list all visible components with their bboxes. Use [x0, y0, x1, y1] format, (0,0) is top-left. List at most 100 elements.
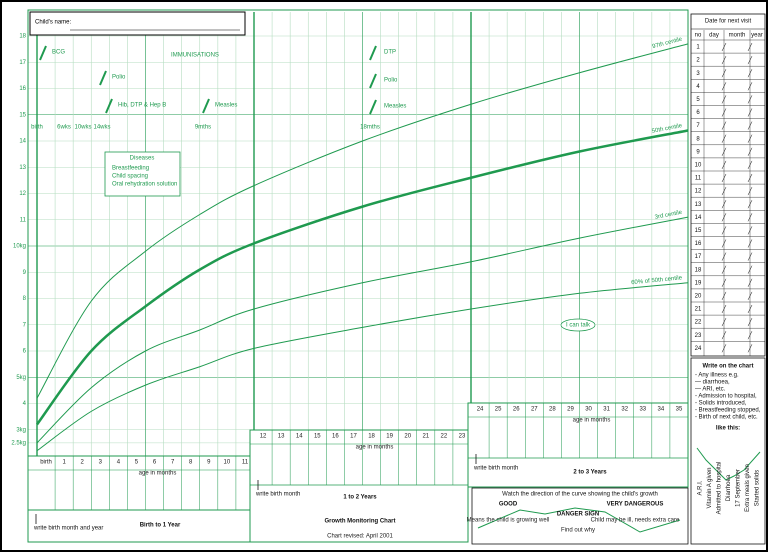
speech-text: I can talk	[566, 323, 591, 329]
example-label: like this:	[716, 426, 740, 432]
x-tick-label: 5	[135, 460, 139, 466]
x-axis-label: age in months	[573, 418, 611, 424]
y-tick-label: 10kg	[13, 244, 26, 250]
date-slash	[747, 55, 753, 65]
y-tick-label: 12	[19, 191, 26, 197]
date-slash	[747, 226, 753, 235]
date-slash	[721, 213, 727, 222]
syringe-icon	[202, 98, 210, 114]
visit-row-number: 19	[695, 280, 702, 286]
visit-row-number: 6	[696, 110, 700, 116]
date-slash	[747, 317, 753, 327]
visit-row-number: 5	[696, 97, 700, 103]
date-slash	[721, 278, 727, 287]
date-slash	[747, 69, 753, 78]
visit-row-number: 8	[696, 136, 700, 142]
write-item: — ARI, etc.	[695, 387, 726, 393]
date-slash	[747, 252, 753, 261]
visit-column: day	[709, 33, 719, 39]
visit-row-number: 12	[695, 189, 702, 195]
centile-curve	[35, 129, 689, 426]
diseases-box	[104, 151, 181, 197]
panel-title: Birth to 1 Year	[140, 523, 181, 529]
visit-title: Date for next visit	[705, 19, 752, 25]
example-note: A.R.I.	[698, 480, 704, 495]
date-slash	[721, 186, 727, 196]
visit-row-number: 24	[695, 346, 702, 352]
x-tick-label: 27	[531, 407, 538, 413]
immunisations-title: IMMUNISATIONS	[171, 53, 219, 59]
x-tick-label: 24	[477, 407, 484, 413]
visit-row-number: 20	[695, 293, 702, 299]
visit-row-number: 23	[695, 333, 702, 339]
x-tick-label: 4	[117, 460, 121, 466]
y-tick-label: 14	[19, 139, 26, 145]
x-axis-label: age in months	[356, 445, 394, 451]
direction-text: Means the child is growing well	[467, 518, 550, 524]
x-axis-label: age in months	[139, 471, 177, 477]
panel-title: 2 to 3 Years	[573, 470, 607, 476]
syringe-icon	[99, 70, 107, 86]
x-tick-label: 18	[368, 434, 375, 440]
date-slash	[721, 108, 727, 117]
title-box	[27, 509, 251, 543]
direction-text: Find out why	[561, 528, 595, 534]
panel-title: 1 to 2 Years	[343, 495, 377, 501]
speech-bubble	[560, 318, 596, 332]
date-slash	[721, 95, 727, 104]
visit-row-number: 10	[695, 162, 702, 168]
date-slash	[721, 331, 727, 340]
y-tick-label: 18	[19, 34, 26, 40]
syringe-icon	[369, 99, 377, 115]
write-item: - Admission to hospital,	[695, 394, 757, 400]
visit-row-number: 22	[695, 320, 702, 326]
x-tick-label: 20	[404, 434, 411, 440]
date-slash	[721, 55, 727, 65]
x-tick-label: 22	[441, 434, 448, 440]
visit-row-number: 14	[695, 215, 702, 221]
write-item: - Any illness e.g.	[695, 373, 739, 379]
date-slash	[747, 134, 753, 143]
example-curve	[696, 447, 761, 481]
direction-sketch	[477, 507, 681, 533]
x-tick-label: 21	[422, 434, 429, 440]
syringe-icon	[105, 98, 113, 114]
date-slash	[721, 239, 727, 248]
date-slash	[721, 160, 727, 170]
date-slash	[721, 252, 727, 261]
x-tick-label: 15	[314, 434, 321, 440]
x-tick-label: 16	[332, 434, 339, 440]
write-title: Write on the chart	[703, 364, 754, 370]
visit-row-number: 1	[696, 45, 700, 51]
y-tick-label: 2.5kg	[11, 440, 26, 446]
vaccine-age: 9mths	[195, 125, 211, 131]
example-note: 17 September	[736, 469, 742, 507]
panel-note: write birth month	[255, 492, 300, 498]
x-tick-label: 8	[189, 460, 193, 466]
x-tick-label: 2	[81, 460, 85, 466]
date-slash	[747, 213, 753, 222]
vaccine-age: 18mths	[360, 125, 380, 131]
y-tick-label: 9	[23, 270, 27, 276]
date-slash	[721, 200, 727, 209]
curve-label: 60% of 50th centile	[631, 275, 683, 286]
x-tick-label: 3	[99, 460, 103, 466]
visit-row-number: 18	[695, 267, 702, 273]
vaccine-label: Polio	[384, 78, 398, 84]
date-slash	[747, 121, 753, 130]
date-slash	[721, 134, 727, 143]
x-tick-label: 9	[207, 460, 211, 466]
y-tick-label: 11	[20, 217, 27, 223]
date-slash	[747, 173, 753, 183]
date-slash	[747, 265, 753, 274]
example-note: Started solids	[755, 470, 761, 506]
x-tick-label: 32	[621, 407, 628, 413]
example-note: Diarrhoea	[726, 474, 732, 501]
visit-row-number: 16	[695, 241, 702, 247]
date-slash	[721, 147, 727, 156]
vaccine-label: Measles	[215, 103, 237, 109]
y-tick-label: 7	[23, 322, 27, 328]
